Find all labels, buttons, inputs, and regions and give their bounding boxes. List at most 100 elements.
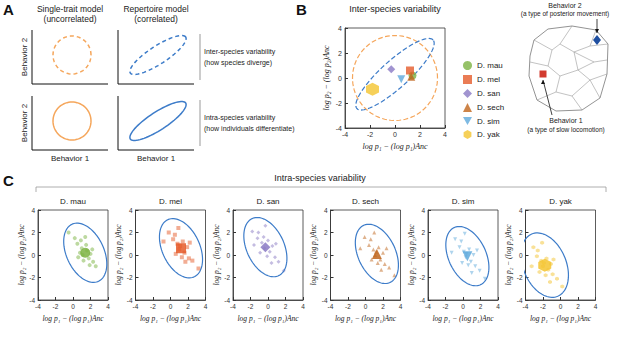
svg-text:Intra-species variability: Intra-species variability [274, 173, 366, 183]
svg-text:C: C [3, 172, 14, 189]
svg-text:4: 4 [594, 303, 598, 310]
svg-text:0: 0 [364, 303, 368, 310]
svg-text:log p₂ − (log p₂)Anc: log p₂ − (log p₂)Anc [114, 224, 123, 286]
svg-text:2: 2 [186, 303, 190, 310]
svg-text:log p₂ − (log p₂)Anc: log p₂ − (log p₂)Anc [212, 224, 221, 286]
svg-text:-4: -4 [523, 303, 529, 310]
svg-text:(a type of posterior movement): (a type of posterior movement) [521, 10, 610, 18]
svg-text:D. mau: D. mau [477, 61, 503, 70]
svg-text:-2: -2 [540, 303, 546, 310]
svg-text:log p₂ − (log p₂)Anc: log p₂ − (log p₂)Anc [17, 224, 26, 286]
svg-text:0: 0 [421, 252, 425, 259]
svg-text:D. mau: D. mau [60, 197, 86, 206]
svg-text:Intra-species variability: Intra-species variability [204, 114, 276, 122]
svg-text:log p₂ − (log p₂)Anc: log p₂ − (log p₂)Anc [407, 224, 416, 286]
svg-text:4: 4 [106, 303, 110, 310]
svg-text:4: 4 [31, 207, 35, 214]
svg-text:2: 2 [226, 229, 230, 236]
svg-text:-4: -4 [425, 303, 431, 310]
svg-text:0: 0 [71, 303, 75, 310]
svg-text:-2: -2 [345, 303, 351, 310]
svg-text:log p₂ − (log p₂)Anc: log p₂ − (log p₂)Anc [309, 224, 318, 286]
svg-text:-4: -4 [133, 303, 139, 310]
svg-text:Behavior 1: Behavior 1 [51, 154, 90, 163]
svg-text:D. mel: D. mel [477, 75, 500, 84]
svg-text:0: 0 [129, 252, 133, 259]
svg-text:-2: -2 [248, 303, 254, 310]
svg-text:A: A [3, 1, 14, 18]
svg-text:-2: -2 [336, 100, 342, 107]
svg-text:4: 4 [421, 207, 425, 214]
svg-text:4: 4 [301, 303, 305, 310]
svg-text:-2: -2 [367, 131, 373, 138]
svg-text:(correlated): (correlated) [134, 14, 178, 24]
svg-text:log p₁ − (log p₁)Anc: log p₁ − (log p₁)Anc [237, 314, 299, 323]
svg-text:0: 0 [226, 252, 230, 259]
svg-text:D. yak: D. yak [477, 130, 501, 139]
svg-text:B: B [296, 1, 307, 18]
svg-text:0: 0 [169, 303, 173, 310]
svg-text:-2: -2 [224, 274, 230, 281]
svg-text:4: 4 [443, 131, 447, 138]
svg-text:-2: -2 [443, 303, 449, 310]
svg-text:2: 2 [338, 50, 342, 57]
svg-text:-4: -4 [35, 303, 41, 310]
svg-text:Inter-species variability: Inter-species variability [204, 48, 276, 56]
svg-text:log p₁ − (log p₁)Anc: log p₁ − (log p₁)Anc [432, 314, 494, 323]
svg-text:2: 2 [421, 229, 425, 236]
svg-text:D. sim: D. sim [452, 197, 475, 206]
svg-text:(a type of slow locomotion): (a type of slow locomotion) [527, 126, 604, 134]
svg-text:(how species diverge): (how species diverge) [204, 59, 272, 67]
svg-text:log p₁ − (log p₁)Anc: log p₁ − (log p₁)Anc [42, 314, 104, 323]
svg-text:2: 2 [418, 131, 422, 138]
svg-text:Behavior 1: Behavior 1 [137, 154, 176, 163]
svg-text:-2: -2 [53, 303, 59, 310]
svg-text:0: 0 [324, 252, 328, 259]
svg-text:0: 0 [338, 75, 342, 82]
svg-text:-2: -2 [127, 274, 133, 281]
svg-text:0: 0 [461, 303, 465, 310]
svg-text:-4: -4 [328, 303, 334, 310]
svg-text:-4: -4 [230, 303, 236, 310]
svg-text:D. san: D. san [477, 89, 500, 98]
svg-text:D. sech: D. sech [352, 197, 379, 206]
svg-text:Repertoire model: Repertoire model [123, 4, 188, 14]
svg-text:-2: -2 [29, 274, 35, 281]
svg-text:Behavior 2: Behavior 2 [20, 103, 29, 142]
svg-text:0: 0 [393, 131, 397, 138]
svg-text:D. sech: D. sech [477, 103, 504, 112]
svg-text:log p₂ − (log p₂)Anc: log p₂ − (log p₂)Anc [322, 45, 331, 111]
svg-text:4: 4 [226, 207, 230, 214]
svg-text:log p₂ − (log p₂)Anc: log p₂ − (log p₂)Anc [504, 224, 513, 286]
svg-text:0: 0 [519, 252, 523, 259]
svg-text:2: 2 [576, 303, 580, 310]
svg-text:log p₁ − (log p₁)Anc: log p₁ − (log p₁)Anc [140, 314, 202, 323]
svg-text:2: 2 [284, 303, 288, 310]
svg-text:Single-trait model: Single-trait model [37, 4, 103, 14]
svg-text:log p₁ − (log p₁)Anc: log p₁ − (log p₁)Anc [335, 314, 397, 323]
svg-text:(uncorrelated): (uncorrelated) [44, 14, 97, 24]
svg-text:log p₁ − (log p₁)Anc: log p₁ − (log p₁)Anc [530, 314, 592, 323]
svg-text:D. mel: D. mel [159, 197, 182, 206]
svg-text:D. san: D. san [256, 197, 279, 206]
svg-text:0: 0 [31, 252, 35, 259]
svg-text:0: 0 [559, 303, 563, 310]
svg-text:D. sim: D. sim [477, 117, 500, 126]
svg-text:Inter-species variability: Inter-species variability [349, 4, 441, 14]
svg-text:(how individuals differentiate: (how individuals differentiate) [204, 125, 295, 133]
svg-text:2: 2 [89, 303, 93, 310]
svg-text:-2: -2 [517, 274, 523, 281]
svg-text:Behavior 2: Behavior 2 [548, 2, 582, 9]
svg-text:4: 4 [519, 207, 523, 214]
svg-text:4: 4 [338, 25, 342, 32]
svg-text:4: 4 [324, 207, 328, 214]
svg-text:4: 4 [129, 207, 133, 214]
svg-text:2: 2 [519, 229, 523, 236]
svg-text:-4: -4 [342, 131, 348, 138]
svg-text:2: 2 [479, 303, 483, 310]
svg-text:-2: -2 [150, 303, 156, 310]
svg-text:log p₁ − (log p₁)Anc: log p₁ − (log p₁)Anc [362, 142, 428, 151]
svg-text:-2: -2 [322, 274, 328, 281]
svg-text:D. yak: D. yak [549, 197, 573, 206]
svg-text:4: 4 [204, 303, 208, 310]
